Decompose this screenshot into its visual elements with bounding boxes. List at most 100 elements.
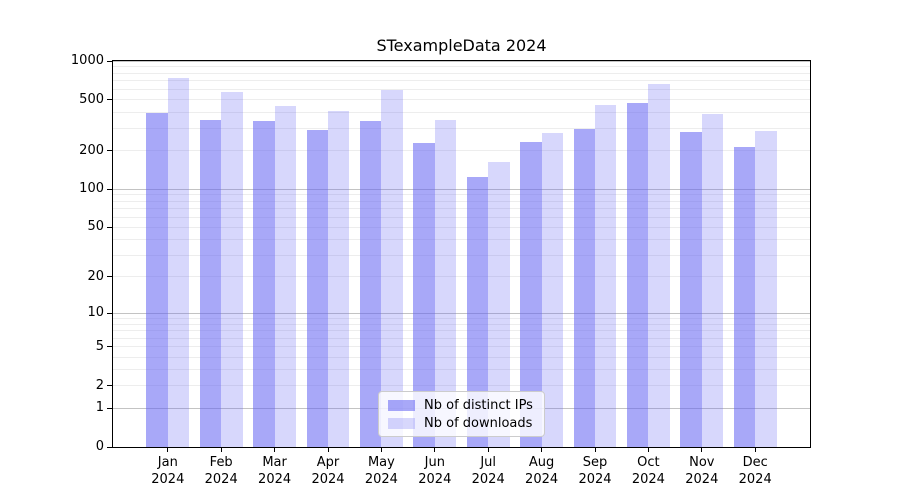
- bar-nb-of-downloads-sep-2024: [595, 104, 617, 447]
- gridline-7: [113, 330, 810, 332]
- bar-nb-of-distinct-ips-mar-2024: [253, 121, 275, 447]
- x-tick-oct-2024: [647, 448, 649, 452]
- y-tick-label-2: 2: [95, 377, 104, 393]
- y-tick-label-50: 50: [87, 219, 104, 235]
- x-tick-label-dec-2024: Dec 2024: [738, 455, 772, 487]
- x-tick-label-mar-2024: Mar 2024: [258, 455, 292, 487]
- bar-nb-of-distinct-ips-jul-2024: [466, 177, 489, 447]
- gridline-100: [113, 188, 810, 190]
- legend: Nb of distinct IPs Nb of downloads: [378, 391, 545, 437]
- y-tick-100: [107, 188, 113, 190]
- bar-nb-of-distinct-ips-aug-2024: [520, 141, 542, 447]
- x-tick-sep-2024: [594, 448, 596, 452]
- gridline-10: [113, 312, 810, 314]
- legend-swatch-nb-of-downloads: [388, 417, 415, 429]
- x-tick-jul-2024: [487, 448, 489, 452]
- gridline-800: [113, 72, 810, 74]
- gridline-300: [113, 127, 810, 129]
- gridline-50: [113, 226, 810, 228]
- y-tick-label-0: 0: [95, 439, 104, 454]
- legend-label-nb-of-distinct-ips: Nb of distinct IPs: [424, 397, 533, 413]
- x-tick-label-sep-2024: Sep 2024: [578, 455, 612, 487]
- bar-nb-of-distinct-ips-sep-2024: [573, 129, 595, 447]
- y-tick-label-200: 200: [79, 142, 104, 158]
- y-tick-500: [107, 99, 113, 101]
- bar-nb-of-downloads-jul-2024: [488, 161, 510, 447]
- y-tick-200: [107, 150, 113, 152]
- gridline-70: [113, 208, 810, 210]
- gridline-20: [113, 276, 810, 278]
- y-tick-2: [107, 385, 113, 387]
- x-tick-jan-2024: [167, 448, 169, 452]
- chart-title: STexampleData 2024: [376, 36, 547, 55]
- bar-nb-of-downloads-dec-2024: [755, 130, 777, 447]
- legend-swatch-nb-of-distinct-ips: [388, 399, 415, 411]
- x-tick-label-may-2024: May 2024: [364, 455, 398, 487]
- gridline-1000: [113, 61, 810, 62]
- bar-nb-of-downloads-aug-2024: [541, 132, 563, 447]
- gridline-400: [113, 111, 810, 113]
- bar-nb-of-distinct-ips-dec-2024: [733, 146, 756, 447]
- bars-layer: [113, 61, 810, 447]
- bar-nb-of-distinct-ips-may-2024: [360, 121, 382, 447]
- x-tick-label-apr-2024: Apr 2024: [311, 455, 345, 487]
- gridline-5: [113, 346, 810, 348]
- y-tick-50: [107, 226, 113, 228]
- x-tick-may-2024: [380, 448, 382, 452]
- y-tick-label-1000: 1000: [70, 53, 104, 68]
- x-tick-label-feb-2024: Feb 2024: [204, 455, 238, 487]
- x-tick-apr-2024: [327, 448, 329, 452]
- bar-nb-of-downloads-mar-2024: [274, 105, 296, 447]
- bar-nb-of-downloads-feb-2024: [221, 91, 243, 447]
- x-tick-label-jul-2024: Jul 2024: [471, 455, 505, 487]
- bar-nb-of-distinct-ips-apr-2024: [306, 130, 328, 447]
- x-tick-label-nov-2024: Nov 2024: [685, 455, 719, 487]
- bar-nb-of-downloads-oct-2024: [648, 84, 670, 447]
- grid-layer: [113, 61, 810, 447]
- gridline-60: [113, 216, 810, 218]
- x-tick-label-jun-2024: Jun 2024: [418, 455, 452, 487]
- gridline-30: [113, 254, 810, 256]
- x-tick-aug-2024: [541, 448, 543, 452]
- gridline-80: [113, 200, 810, 202]
- x-tick-nov-2024: [701, 448, 703, 452]
- y-tick-label-1: 1: [95, 400, 104, 416]
- legend-label-nb-of-downloads: Nb of downloads: [424, 415, 533, 431]
- gridline-200: [113, 150, 810, 152]
- y-tick-5: [107, 346, 113, 348]
- y-tick-10: [107, 312, 113, 314]
- gridline-8: [113, 323, 810, 325]
- bar-nb-of-distinct-ips-oct-2024: [627, 102, 649, 447]
- bar-nb-of-downloads-jan-2024: [167, 78, 190, 447]
- gridline-700: [113, 80, 810, 82]
- gridline-600: [113, 89, 810, 90]
- y-tick-label-20: 20: [87, 268, 104, 284]
- y-tick-label-5: 5: [95, 338, 104, 354]
- bar-nb-of-downloads-apr-2024: [328, 111, 350, 447]
- gridline-90: [113, 194, 810, 196]
- gridline-9: [113, 317, 810, 319]
- legend-item-nb-of-distinct-ips: Nb of distinct IPs: [388, 398, 535, 413]
- y-tick-label-500: 500: [79, 91, 104, 107]
- bar-nb-of-downloads-jun-2024: [434, 120, 457, 447]
- x-tick-label-aug-2024: Aug 2024: [525, 455, 559, 487]
- bar-nb-of-downloads-may-2024: [381, 90, 403, 447]
- y-tick-label-10: 10: [87, 305, 104, 321]
- legend-item-nb-of-downloads: Nb of downloads: [388, 416, 535, 431]
- y-tick-20: [107, 276, 113, 278]
- plot-area: [112, 60, 811, 448]
- x-tick-feb-2024: [220, 448, 222, 452]
- y-tick-1: [107, 407, 113, 409]
- x-tick-jun-2024: [434, 448, 436, 452]
- y-tick-label-100: 100: [79, 181, 104, 197]
- bar-nb-of-distinct-ips-feb-2024: [199, 119, 222, 447]
- gridline-500: [113, 99, 810, 101]
- bar-nb-of-distinct-ips-jan-2024: [146, 113, 168, 447]
- x-tick-mar-2024: [274, 448, 276, 452]
- gridline-4: [113, 356, 810, 358]
- gridline-2: [113, 385, 810, 387]
- x-tick-label-oct-2024: Oct 2024: [631, 455, 665, 487]
- bar-nb-of-distinct-ips-jun-2024: [413, 143, 435, 447]
- bar-nb-of-distinct-ips-nov-2024: [680, 131, 702, 447]
